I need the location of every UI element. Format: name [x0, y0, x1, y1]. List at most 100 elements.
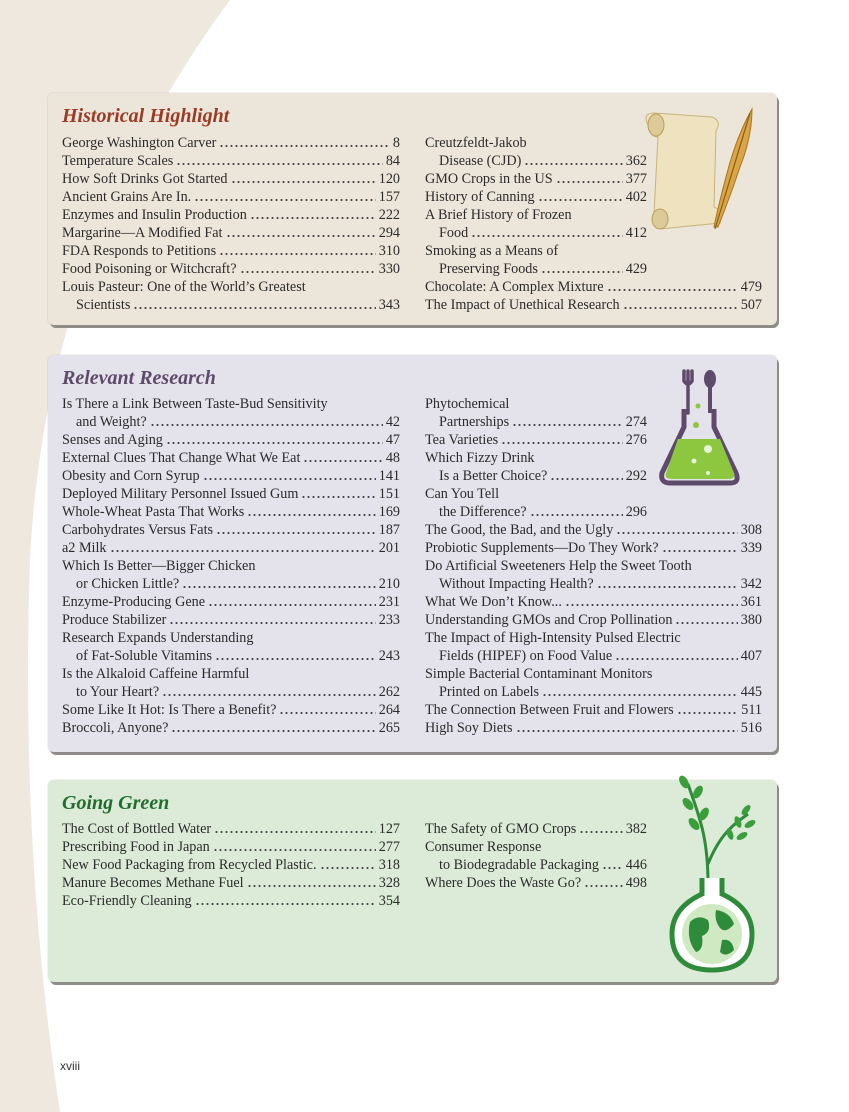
toc-entry-line: Obesity and Corn Syrup 141	[62, 467, 400, 485]
toc-entry-line: Food 412	[425, 224, 647, 242]
toc-entry[interactable]: FDA Responds to Petitions 310	[62, 242, 400, 260]
toc-entry-title-continued: Disease (CJD)	[439, 153, 522, 169]
toc-entry-line: Is the Alkaloid Caffeine Harmful	[62, 665, 400, 683]
toc-entry-title: Where Does the Waste Go?	[425, 875, 582, 891]
toc-page-number: 328	[378, 875, 400, 891]
toc-entry[interactable]: Ancient Grains Are In. 157	[62, 188, 400, 206]
dot-leader	[319, 866, 376, 870]
toc-entry[interactable]: Whole-Wheat Pasta That Works 169	[62, 503, 400, 521]
toc-entry[interactable]: Do Artificial Sweeteners Help the Sweet …	[425, 557, 762, 593]
toc-entry[interactable]: Manure Becomes Methane Fuel 328	[62, 874, 400, 892]
toc-entry[interactable]: What We Don’t Know... 361	[425, 593, 762, 611]
toc-entry-title-continued: or Chicken Little?	[76, 576, 180, 592]
toc-entry[interactable]: Research Expands Understanding of Fat-Sol…	[62, 629, 400, 665]
toc-entry-line: Simple Bacterial Contaminant Monitors	[425, 665, 762, 683]
toc-entry-line: Fields (HIPEF) on Food Value 407	[425, 647, 762, 665]
toc-entry[interactable]: Chocolate: A Complex Mixture 479	[425, 278, 762, 296]
dot-leader	[194, 198, 376, 202]
toc-entry-title: Some Like It Hot: Is There a Benefit?	[62, 702, 277, 718]
toc-entry[interactable]: High Soy Diets 516	[425, 719, 762, 737]
toc-entry-title: Enzyme-Producing Gene	[62, 594, 206, 610]
toc-page-number: 292	[625, 468, 647, 484]
toc-entry[interactable]: The Cost of Bottled Water 127	[62, 820, 400, 838]
dot-leader	[540, 270, 623, 274]
toc-entry-line: Is There a Link Between Taste-Bud Sensit…	[62, 395, 400, 413]
toc-entry-line: Ancient Grains Are In. 157	[62, 188, 400, 206]
toc-entry[interactable]: Where Does the Waste Go? 498	[425, 874, 647, 892]
toc-entry[interactable]: GMO Crops in the US 377	[425, 170, 647, 188]
toc-entry[interactable]: Deployed Military Personnel Issued Gum 15…	[62, 485, 400, 503]
toc-entry-title: Produce Stabilizer	[62, 612, 167, 628]
toc-entry-title: Carbohydrates Versus Fats	[62, 522, 214, 538]
plant-globe-icon	[669, 775, 756, 973]
toc-entry[interactable]: Consumer Response to Biodegradable Packag…	[425, 838, 647, 874]
toc-entry[interactable]: How Soft Drinks Got Started 120	[62, 170, 400, 188]
toc-entry[interactable]: The Impact of Unethical Research 507	[425, 296, 762, 314]
toc-entry[interactable]: A Brief History of Frozen Food 412	[425, 206, 647, 242]
toc-page-number: 151	[378, 486, 400, 502]
toc-entry[interactable]: New Food Packaging from Recycled Plastic…	[62, 856, 400, 874]
toc-entry[interactable]: Understanding GMOs and Crop Pollination 3…	[425, 611, 762, 629]
toc-entry[interactable]: Which Fizzy Drink Is a Better Choice? 292	[425, 449, 647, 485]
toc-entry[interactable]: Food Poisoning or Witchcraft? 330	[62, 260, 400, 278]
dot-leader	[515, 729, 738, 733]
page-number: xviii	[60, 1059, 80, 1073]
toc-page-number: 157	[378, 189, 400, 205]
toc-entry[interactable]: Obesity and Corn Syrup 141	[62, 467, 400, 485]
toc-entry[interactable]: Temperature Scales 84	[62, 152, 400, 170]
toc-entry[interactable]: Prescribing Food in Japan 277	[62, 838, 400, 856]
toc-entry[interactable]: Tea Varieties 276	[425, 431, 647, 449]
research-right-list: Phytochemical Partnerships 274 Tea Varietie…	[425, 395, 762, 737]
relevant-research-box: Relevant Research Is There a Link Betwee…	[48, 355, 777, 752]
toc-entry[interactable]: Smoking as a Means of Preserving Foods 429	[425, 242, 647, 278]
toc-entry-line: Food Poisoning or Witchcraft? 330	[62, 260, 400, 278]
toc-entry-title: Manure Becomes Methane Fuel	[62, 875, 244, 891]
toc-entry[interactable]: Eco-Friendly Cleaning 354	[62, 892, 400, 910]
toc-entry[interactable]: Probiotic Supplements—Do They Work? 339	[425, 539, 762, 557]
toc-entry[interactable]: History of Canning 402	[425, 188, 647, 206]
toc-entry[interactable]: Creutzfeldt-Jakob Disease (CJD) 362	[425, 134, 647, 170]
toc-entry[interactable]: George Washington Carver 8	[62, 134, 400, 152]
dot-leader	[149, 423, 383, 427]
toc-entry[interactable]: Simple Bacterial Contaminant Monitors Pri…	[425, 665, 762, 701]
toc-entry-title: New Food Packaging from Recycled Plastic…	[62, 857, 317, 873]
toc-entry[interactable]: Is the Alkaloid Caffeine Harmful to Your …	[62, 665, 400, 701]
toc-entry-line: The Connection Between Fruit and Flowers…	[425, 701, 762, 719]
dot-leader	[661, 549, 738, 553]
dot-leader	[471, 234, 623, 238]
toc-entry[interactable]: a2 Milk 201	[62, 539, 400, 557]
toc-entry[interactable]: The Impact of High-Intensity Pulsed Elec…	[425, 629, 762, 665]
toc-entry-line: Consumer Response	[425, 838, 647, 856]
toc-entry[interactable]: The Connection Between Fruit and Flowers…	[425, 701, 762, 719]
toc-entry-title: Whole-Wheat Pasta That Works	[62, 504, 245, 520]
toc-entry[interactable]: Broccoli, Anyone? 265	[62, 719, 400, 737]
toc-entry-line: to Your Heart? 262	[62, 683, 400, 701]
toc-entry[interactable]: Enzymes and Insulin Production 222	[62, 206, 400, 224]
toc-entry-title: Broccoli, Anyone?	[62, 720, 169, 736]
toc-page-number: 42	[385, 414, 400, 430]
toc-entry-title: Which Is Better—Bigger Chicken	[62, 558, 256, 574]
toc-entry[interactable]: Louis Pasteur: One of the World’s Greate…	[62, 278, 400, 314]
dot-leader	[219, 144, 390, 148]
toc-entry[interactable]: Can You Tell the Difference? 296	[425, 485, 647, 521]
toc-entry[interactable]: Which Is Better—Bigger Chicken or Chicken…	[62, 557, 400, 593]
toc-entry-line: What We Don’t Know... 361	[425, 593, 762, 611]
toc-entry[interactable]: The Good, the Bad, and the Ugly 308	[425, 521, 762, 539]
toc-entry-title: Senses and Aging	[62, 432, 163, 448]
toc-entry[interactable]: Phytochemical Partnerships 274	[425, 395, 647, 431]
toc-page-number: 308	[740, 522, 762, 538]
toc-entry[interactable]: Is There a Link Between Taste-Bud Sensit…	[62, 395, 400, 431]
toc-entry-line: Whole-Wheat Pasta That Works 169	[62, 503, 400, 521]
toc-entry[interactable]: Enzyme-Producing Gene 231	[62, 593, 400, 611]
toc-entry-title-continued: to Your Heart?	[76, 684, 160, 700]
toc-entry[interactable]: External Clues That Change What We Eat 48	[62, 449, 400, 467]
toc-entry[interactable]: Senses and Aging 47	[62, 431, 400, 449]
toc-entry[interactable]: Produce Stabilizer 233	[62, 611, 400, 629]
dot-leader	[214, 830, 376, 834]
toc-entry-title-continued: and Weight?	[76, 414, 147, 430]
toc-entry[interactable]: The Safety of GMO Crops 382	[425, 820, 647, 838]
toc-entry[interactable]: Some Like It Hot: Is There a Benefit? 264	[62, 701, 400, 719]
toc-entry[interactable]: Carbohydrates Versus Fats 187	[62, 521, 400, 539]
toc-entry-title: Louis Pasteur: One of the World’s Greate…	[62, 279, 306, 295]
toc-entry[interactable]: Margarine—A Modified Fat 294	[62, 224, 400, 242]
